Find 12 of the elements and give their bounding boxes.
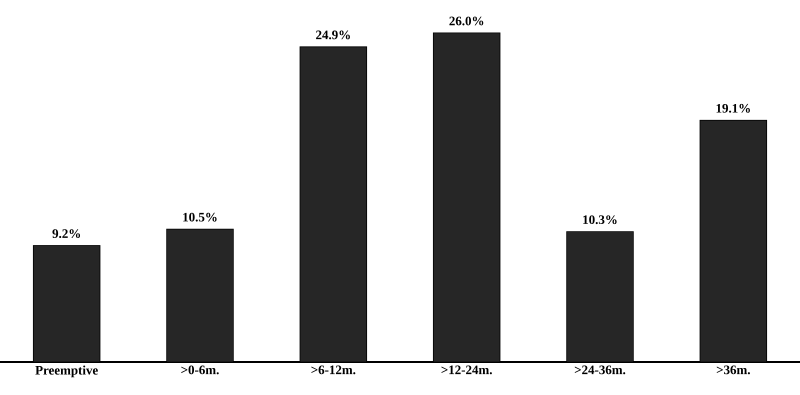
x-tick-label: >6-12m. [311,366,356,374]
x-tick-label: >24-36m. [574,366,626,374]
data-label: 10.3% [583,215,617,224]
data-label: 19.1% [716,104,750,113]
data-label: 24.9% [316,30,350,40]
data-label: 9.2% [52,229,80,238]
x-tick-label: Preemptive [35,366,98,378]
x-tick-label: >36m. [716,366,750,374]
x-tick-label: >0-6m. [181,366,219,374]
x-tick-label: >12-24m. [442,366,492,374]
data-label: 26.0% [449,16,484,26]
data-label: 10.5% [183,212,217,222]
